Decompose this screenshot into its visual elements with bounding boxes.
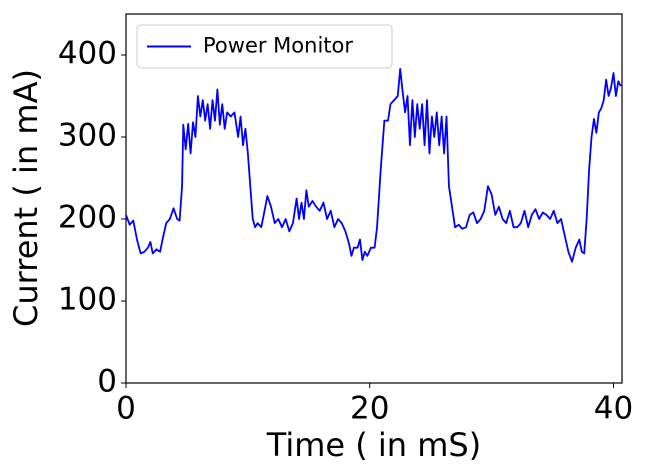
y-tick-label: 100 [58, 282, 117, 318]
y-tick-label: 400 [58, 36, 117, 72]
data-line [125, 68, 622, 263]
x-tick-label: 20 [350, 391, 389, 427]
y-tick-label: 200 [58, 200, 117, 236]
y-tick-label: 300 [58, 118, 117, 154]
y-tick-label: 0 [97, 364, 117, 400]
x-tick-label: 0 [116, 391, 136, 427]
x-tick-label: 40 [594, 391, 633, 427]
y-axis-label: Current ( in mA) [7, 69, 45, 327]
legend-label: Power Monitor [203, 34, 353, 58]
plot-frame [125, 13, 623, 384]
legend-box [136, 24, 393, 69]
x-axis-label: Time ( in mS) [266, 426, 481, 464]
